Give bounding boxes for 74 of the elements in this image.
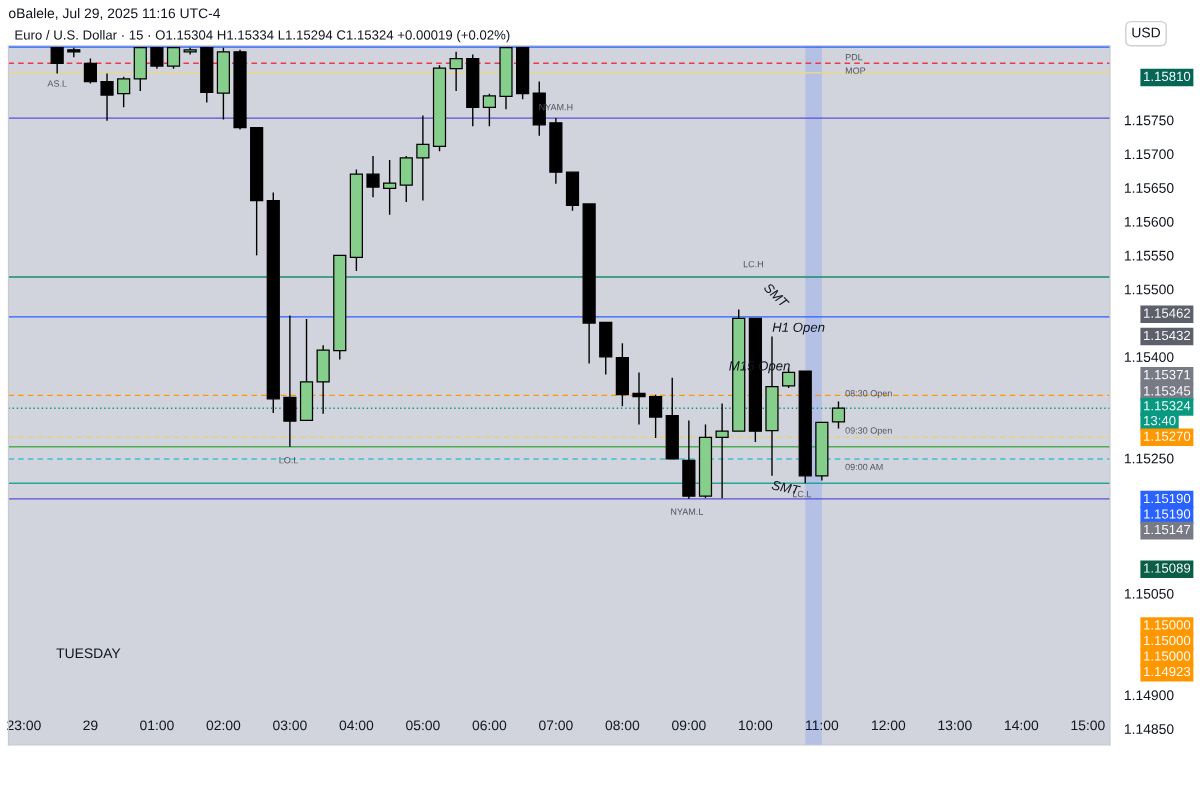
text: 1.15324 bbox=[1144, 401, 1191, 411]
y-tick-label: 1.15750 bbox=[1124, 115, 1174, 126]
x-tick-label: 05:00 bbox=[406, 720, 440, 731]
x-tick-label: 07:00 bbox=[539, 720, 573, 731]
text: 1.15462 bbox=[1144, 308, 1191, 318]
chart-title: Euro / U.S. Dollar · 15 · O1.15304 H1.15334 L1.15294 C1.15324 +0.00019 (+0.02%) bbox=[15, 29, 510, 43]
x-tick-label: 12:00 bbox=[872, 720, 906, 731]
candlestick bbox=[50, 47, 64, 75]
y-tick-label: 1.15600 bbox=[1124, 216, 1174, 227]
x-tick-label: 06:00 bbox=[472, 720, 507, 731]
candlestick bbox=[100, 72, 114, 122]
candlestick bbox=[117, 76, 131, 108]
candlestick bbox=[166, 47, 181, 70]
x-tick-label: 13:00 bbox=[938, 720, 972, 731]
x-tick-label: 04:00 bbox=[339, 720, 374, 731]
candlestick bbox=[449, 51, 463, 92]
candlestick bbox=[715, 402, 729, 499]
y-tick-label: 1.15700 bbox=[1124, 149, 1174, 160]
annotation: LC.H bbox=[743, 260, 763, 268]
candlestick bbox=[283, 314, 297, 448]
annotation: TUESDAY bbox=[56, 648, 121, 659]
y-tick-label: 1.15250 bbox=[1124, 453, 1174, 464]
annotation: 09:30 Open bbox=[845, 427, 892, 436]
x-tick-label: 15:00 bbox=[1071, 720, 1105, 731]
text: 1.15432 bbox=[1144, 330, 1191, 341]
y-tick-label: 1.15400 bbox=[1124, 352, 1174, 362]
annotation: H1 Open bbox=[772, 322, 825, 335]
y-tick-label: 1.15650 bbox=[1124, 183, 1174, 193]
annotation: NYAM.L bbox=[671, 508, 704, 515]
candlestick bbox=[83, 57, 98, 85]
chart-subtitle: oBalele, Jul 29, 2025 11:16 UTC-4 bbox=[8, 8, 221, 20]
candlestick bbox=[366, 155, 380, 198]
annotation: AS.L bbox=[47, 80, 67, 87]
candlestick bbox=[482, 93, 496, 127]
text: 1.15190 bbox=[1144, 509, 1191, 519]
candlestick bbox=[831, 400, 846, 430]
text: 1.15345 bbox=[1144, 386, 1191, 396]
x-tick-label: 23:00 bbox=[7, 720, 41, 731]
x-tick-label: 14:00 bbox=[1005, 720, 1039, 731]
text: 1.15810 bbox=[1144, 71, 1191, 82]
annotation: PDL bbox=[845, 54, 863, 61]
candlestick bbox=[632, 371, 646, 426]
x-tick-label: 11:00 bbox=[806, 720, 839, 731]
x-tick-label: 02:00 bbox=[206, 720, 241, 731]
candlestick bbox=[383, 159, 397, 216]
text: 1.15270 bbox=[1144, 431, 1191, 441]
x-tick-label: 29 bbox=[83, 720, 98, 731]
text: USD bbox=[1132, 27, 1160, 38]
annotation: SMT bbox=[763, 282, 790, 309]
x-tick-label: 08:00 bbox=[605, 720, 640, 731]
x-tick-label: 09:00 bbox=[672, 720, 706, 731]
text: 1.15089 bbox=[1144, 563, 1191, 573]
annotation: 08:30 Open bbox=[845, 390, 892, 399]
annotation: 09:00 AM bbox=[845, 463, 883, 471]
text: 1.15000 bbox=[1144, 620, 1191, 630]
text: 1.14923 bbox=[1144, 666, 1191, 677]
text: 1.15147 bbox=[1144, 524, 1191, 535]
text: 1.15190 bbox=[1144, 493, 1191, 504]
x-tick-label: 03:00 bbox=[273, 720, 307, 731]
text: 1.15000 bbox=[1144, 651, 1191, 661]
y-tick-label: 1.14900 bbox=[1124, 690, 1174, 701]
text: 1.15371 bbox=[1144, 369, 1191, 380]
candlestick bbox=[649, 394, 663, 439]
text: 13:40 bbox=[1144, 415, 1176, 426]
text: 1.15000 bbox=[1144, 635, 1191, 646]
candlestick bbox=[416, 114, 430, 202]
y-tick-label: 1.15500 bbox=[1124, 284, 1174, 295]
y-tick-label: 1.14850 bbox=[1124, 724, 1174, 734]
x-tick-label: 01:00 bbox=[140, 720, 174, 731]
annotation: LO.L bbox=[279, 457, 299, 464]
candlestick bbox=[150, 47, 164, 70]
x-tick-label: 10:00 bbox=[739, 720, 773, 731]
y-tick-label: 1.15050 bbox=[1124, 588, 1174, 599]
y-tick-label: 1.15550 bbox=[1124, 250, 1174, 261]
